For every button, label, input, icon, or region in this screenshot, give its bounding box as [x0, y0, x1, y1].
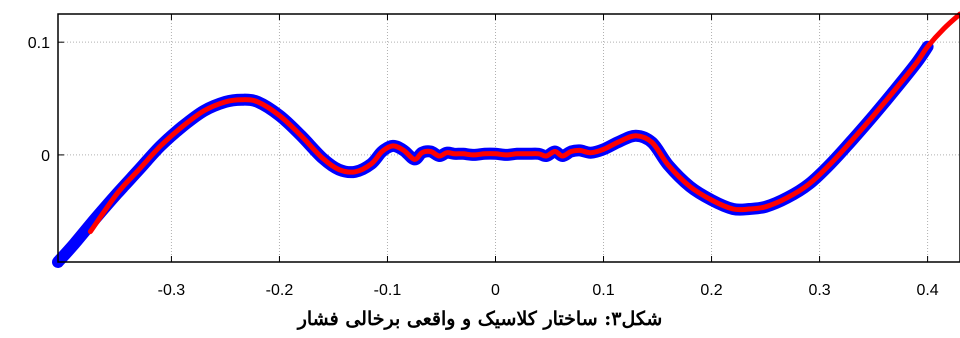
- x-tick-labels: -0.3 -0.2 -0.1 0 0.1 0.2 0.3 0.4: [158, 282, 939, 299]
- x-tick-label: -0.3: [158, 282, 186, 299]
- x-tick-label: 0.3: [808, 282, 830, 299]
- axes-frame: [57, 13, 960, 263]
- y-tick-labels: 00.1: [28, 35, 50, 165]
- x-tick-label: -0.1: [374, 282, 402, 299]
- x-tick-label: 0: [491, 282, 500, 299]
- x-tick-label: 0.2: [700, 282, 722, 299]
- y-tick-label: 0: [41, 148, 50, 165]
- series-group: [52, 11, 960, 268]
- x-tick-label: 0.4: [916, 282, 938, 299]
- x-tick-label: 0.1: [592, 282, 614, 299]
- plot-area: [58, 14, 960, 262]
- series-2-line: [87, 11, 960, 235]
- axes-border: [57, 13, 960, 263]
- figure-caption: شکل۳: ساختار کلاسیک و واقعی برخالی فشار: [297, 308, 663, 330]
- x-tick-label: -0.2: [266, 282, 294, 299]
- y-tick-label: 0.1: [28, 35, 50, 52]
